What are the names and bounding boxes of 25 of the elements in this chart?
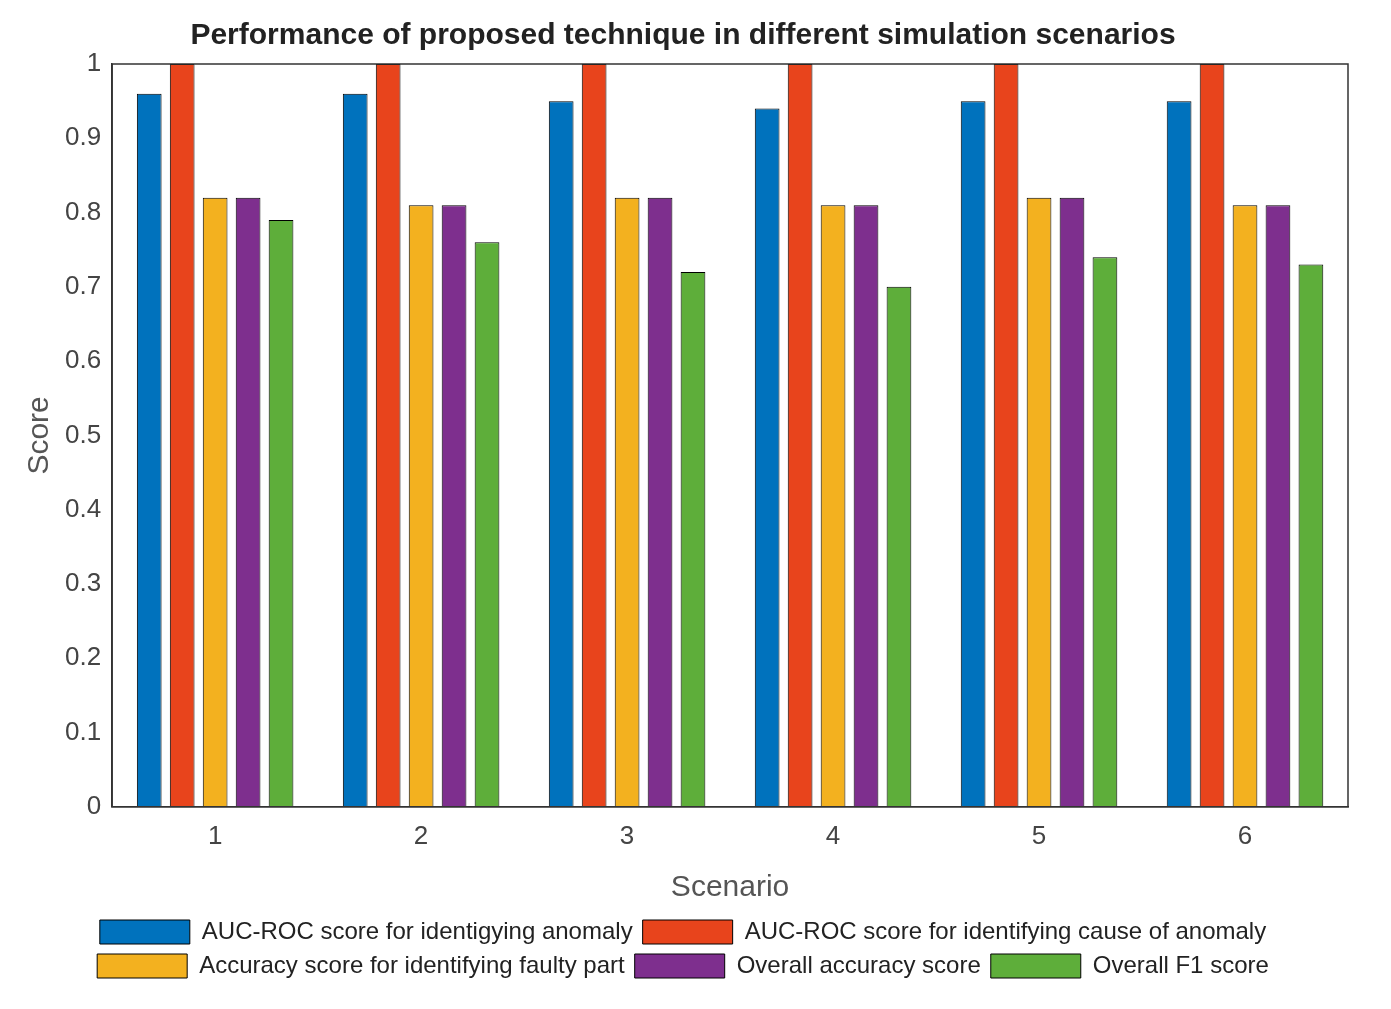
y-tick-label: 0.1 (64, 715, 102, 746)
legend-label: AUC-ROC score for identifying cause of anomaly (744, 916, 1267, 944)
x-axis-title: Scenario (670, 869, 790, 903)
y-tick-label: 0.9 (64, 121, 102, 152)
x-tick-label: 1 (207, 819, 223, 850)
y-tick-label: 0.3 (64, 567, 102, 598)
y-tick-label: 0 (86, 789, 102, 820)
y-axis-title: Score (21, 396, 55, 475)
y-tick-label: 0.8 (64, 195, 102, 226)
chart-title: Performance of proposed technique in different simulation scenarios (190, 17, 1176, 51)
x-tick-label: 3 (619, 819, 635, 850)
legend-label: Accuracy score for identifying faulty part (199, 950, 626, 978)
y-tick-label: 0.7 (64, 270, 102, 301)
x-tick-label: 2 (413, 819, 429, 850)
x-tick-label: 4 (825, 819, 841, 850)
x-tick-label: 5 (1031, 819, 1047, 850)
y-tick-label: 0.5 (64, 418, 102, 449)
legend-label: Overall F1 score (1092, 950, 1269, 978)
y-tick-label: 0.4 (64, 492, 102, 523)
y-tick-label: 1 (86, 47, 102, 78)
legend-label: Overall accuracy score (736, 950, 981, 978)
y-tick-label: 0.2 (64, 641, 102, 672)
legend-label: AUC-ROC score for identigying anomaly (201, 916, 633, 944)
y-tick-label: 0.6 (64, 344, 102, 375)
x-tick-label: 6 (1237, 819, 1253, 850)
